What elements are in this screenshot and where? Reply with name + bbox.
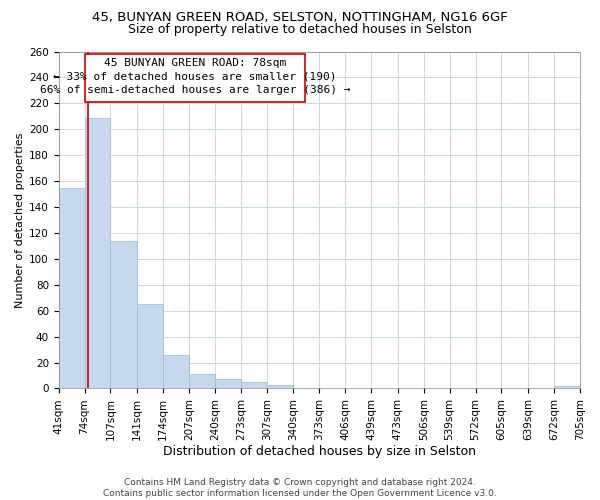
Bar bbox=[85, 118, 110, 388]
Text: Size of property relative to detached houses in Selston: Size of property relative to detached ho… bbox=[128, 22, 472, 36]
X-axis label: Distribution of detached houses by size in Selston: Distribution of detached houses by size … bbox=[163, 444, 476, 458]
Bar bbox=[554, 386, 580, 388]
Bar bbox=[59, 188, 85, 388]
FancyBboxPatch shape bbox=[85, 54, 305, 102]
Text: Contains HM Land Registry data © Crown copyright and database right 2024.
Contai: Contains HM Land Registry data © Crown c… bbox=[103, 478, 497, 498]
Bar bbox=[189, 374, 215, 388]
Text: 45 BUNYAN GREEN ROAD: 78sqm
← 33% of detached houses are smaller (190)
66% of se: 45 BUNYAN GREEN ROAD: 78sqm ← 33% of det… bbox=[40, 58, 350, 94]
Bar bbox=[215, 380, 241, 388]
Y-axis label: Number of detached properties: Number of detached properties bbox=[15, 132, 25, 308]
Text: 45, BUNYAN GREEN ROAD, SELSTON, NOTTINGHAM, NG16 6GF: 45, BUNYAN GREEN ROAD, SELSTON, NOTTINGH… bbox=[92, 11, 508, 24]
Bar bbox=[137, 304, 163, 388]
Bar bbox=[241, 382, 268, 388]
Bar bbox=[268, 384, 293, 388]
Bar bbox=[163, 355, 189, 388]
Bar bbox=[110, 240, 137, 388]
